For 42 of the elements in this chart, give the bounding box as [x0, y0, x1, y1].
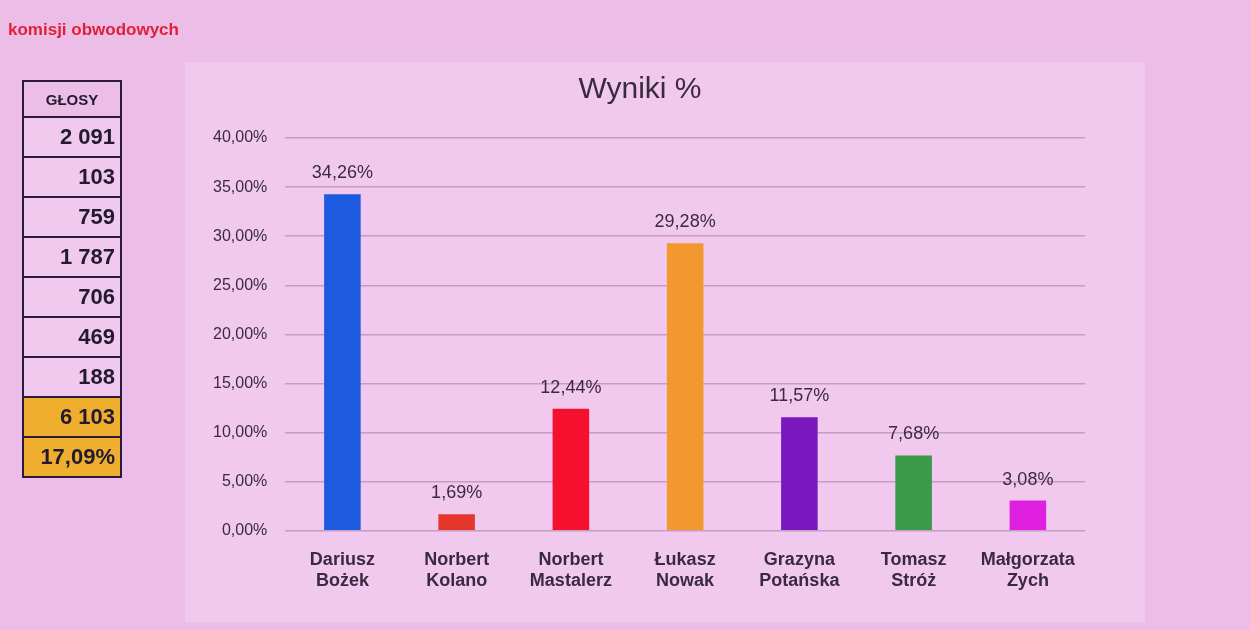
text: 188 — [23, 357, 121, 397]
text: 6 103 — [23, 397, 121, 437]
y-tick-label: 35,00% — [213, 177, 268, 195]
y-tick-label: 30,00% — [213, 226, 268, 244]
data-label: 12,44% — [540, 376, 602, 397]
chart-title: Wyniki % — [578, 71, 702, 105]
text: 17,09% — [23, 437, 121, 477]
data-label: 3,08% — [1002, 468, 1054, 489]
bar — [324, 194, 361, 531]
data-label: 1,69% — [431, 482, 483, 503]
data-label: 29,28% — [654, 211, 716, 232]
x-tick-label: Norbert Mastalerz — [529, 548, 612, 591]
bar — [438, 514, 475, 531]
text: 2 091 — [23, 117, 121, 157]
data-label: 7,68% — [888, 423, 940, 444]
bar — [781, 417, 818, 531]
y-tick-label: 40,00% — [213, 128, 268, 146]
bar — [895, 455, 932, 531]
data-label: 34,26% — [311, 162, 373, 183]
x-tick-label: Dariusz Bożek — [309, 548, 375, 591]
text: 1 787 — [23, 237, 121, 277]
text: komisji obwodowych — [8, 20, 179, 40]
data-label: 11,57% — [769, 385, 830, 406]
y-tick-label: 25,00% — [213, 275, 268, 293]
y-tick-label: 0,00% — [221, 521, 268, 539]
y-tick-label: 10,00% — [213, 423, 268, 441]
text: 706 — [23, 277, 121, 317]
y-tick-label: 20,00% — [213, 324, 268, 342]
text: GŁOSY — [23, 81, 121, 117]
x-tick-label: Norbert Kolano — [424, 548, 490, 591]
bar — [552, 408, 590, 531]
text: 469 — [23, 317, 121, 357]
y-tick-label: 5,00% — [221, 472, 268, 490]
x-tick-label: Łukasz Nowak — [654, 548, 716, 591]
text: 759 — [23, 197, 121, 237]
y-tick-label: 15,00% — [213, 373, 268, 391]
x-tick-label: Małgorzata Zych — [980, 548, 1076, 591]
x-tick-label: Tomasz Stróż — [880, 548, 947, 591]
bar — [666, 243, 704, 531]
text: 103 — [23, 157, 121, 197]
x-tick-label: Grazyna Potańska — [759, 548, 841, 591]
bar — [1009, 500, 1047, 531]
